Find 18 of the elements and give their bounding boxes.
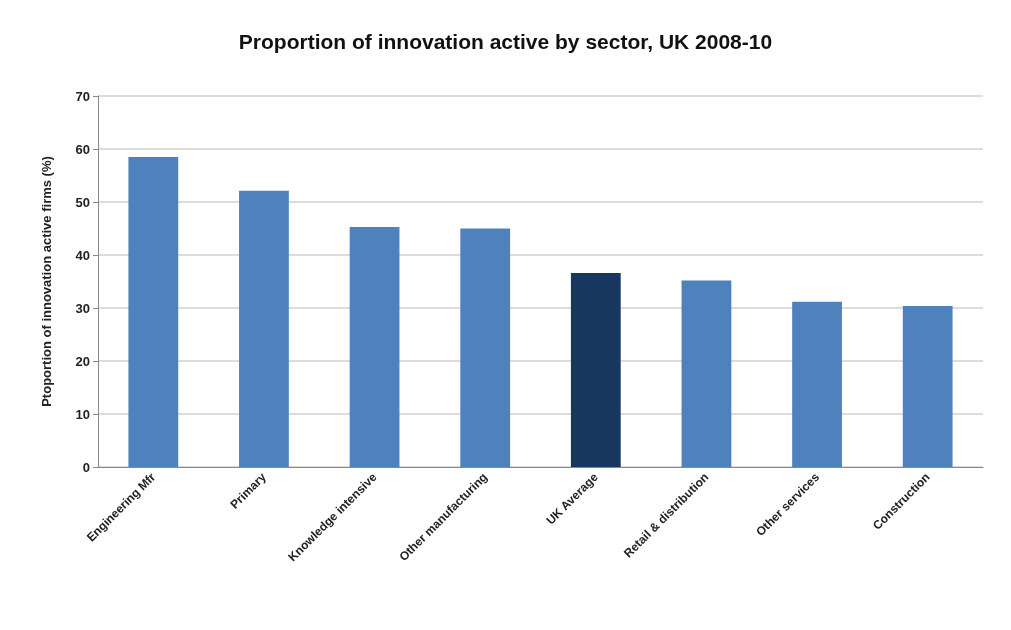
y-tick-label: 60: [75, 141, 90, 157]
bar: [570, 273, 621, 467]
bar: [128, 156, 179, 467]
bar: [349, 226, 400, 467]
y-tick-label: 30: [75, 300, 90, 316]
bar: [902, 305, 953, 467]
y-tick-label: 10: [75, 406, 90, 422]
chart-title: Proportion of innovation active by sector, UK 2008-10: [238, 30, 773, 53]
bar: [792, 301, 842, 467]
y-tick-label: 70: [75, 88, 90, 104]
y-tick-label: 40: [75, 247, 90, 263]
bar: [239, 190, 289, 467]
bar: [460, 228, 511, 467]
y-axis-title: Ptoportion of innovation active firms (%): [39, 156, 54, 407]
y-tick-label: 50: [75, 194, 90, 210]
bar: [681, 280, 732, 467]
y-tick-label: 20: [75, 353, 90, 369]
y-tick-label: 0: [82, 459, 90, 475]
